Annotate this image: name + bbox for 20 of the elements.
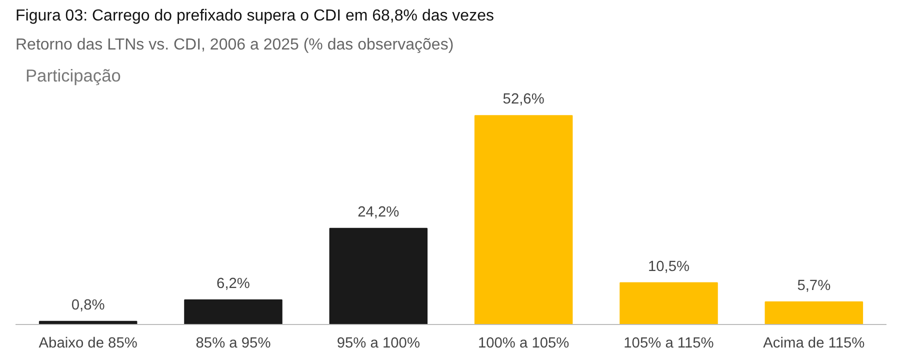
x-tick-label: 85% a 95% (196, 336, 271, 352)
x-tick-label: 105% a 115% (624, 336, 714, 352)
x-tick-label: Acima de 115% (763, 336, 865, 352)
data-label: 52,6% (502, 92, 544, 108)
bar (764, 301, 864, 324)
data-label: 10,5% (648, 258, 690, 275)
x-tick-label: 95% a 100% (336, 336, 420, 352)
bar (184, 299, 282, 324)
chart-title: Figura 03: Carrego do prefixado supera o CDI em 68,8% das vezes (16, 8, 494, 24)
bar (620, 282, 718, 324)
data-label: 24,2% (358, 204, 400, 220)
x-tick-label: Abaixo de 85% (38, 336, 138, 352)
chart-subtitle: Retorno das LTNs vs. CDI, 2006 a 2025 (% das observações) (16, 36, 454, 54)
y-axis-title: Participação (26, 66, 121, 86)
data-label: 0,8% (71, 297, 105, 314)
x-tick-label: 100% a 105% (478, 336, 570, 352)
bar (329, 228, 428, 324)
bar (474, 115, 573, 324)
data-label: 6,2% (216, 276, 250, 292)
data-label: 5,7% (797, 278, 831, 294)
